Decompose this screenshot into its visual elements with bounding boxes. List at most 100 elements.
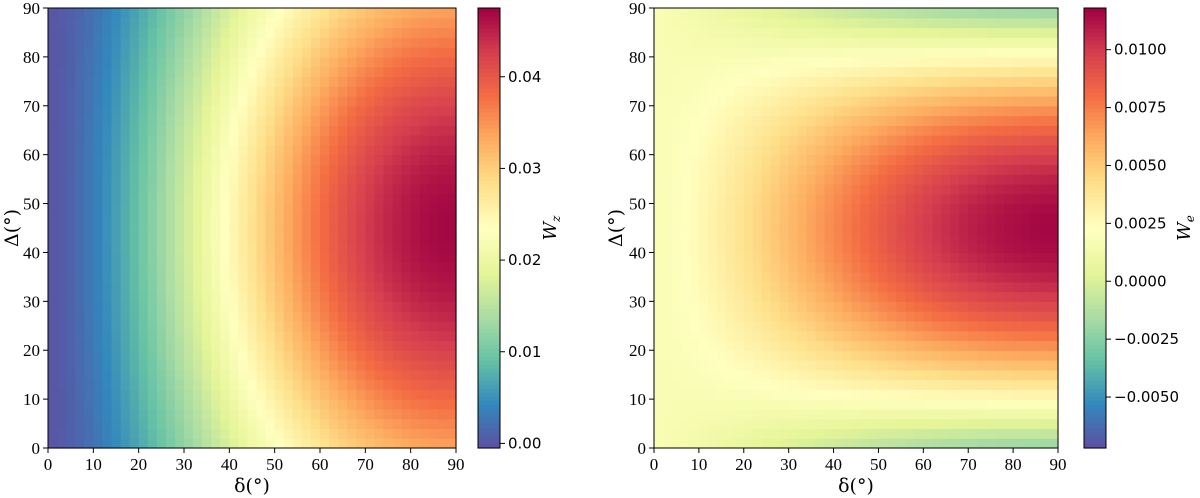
heatmap-cell: [229, 135, 239, 146]
heatmap-cell: [184, 135, 194, 146]
heatmap-cell: [102, 252, 113, 263]
heatmap-cell: [419, 428, 430, 439]
heatmap-cell: [1004, 144, 1014, 156]
heatmap-cell: [274, 125, 285, 136]
heatmap-cell: [698, 184, 709, 195]
heatmap-cell: [941, 135, 951, 146]
heatmap-cell: [147, 379, 158, 390]
heatmap-cell: [869, 37, 880, 48]
heatmap-cell: [851, 105, 862, 117]
colorbar-segment: [478, 200, 500, 205]
heatmap-cell: [383, 311, 394, 322]
heatmap-cell: [165, 272, 176, 283]
heatmap-cell: [419, 27, 430, 38]
heatmap-cell: [347, 379, 357, 390]
heatmap-cell: [788, 105, 799, 117]
colorbar-segment: [1084, 48, 1106, 53]
heatmap-cell: [878, 389, 889, 400]
heatmap-cell: [806, 174, 817, 185]
heatmap-cell: [860, 438, 871, 449]
heatmap-cell: [743, 291, 754, 302]
heatmap-cell: [310, 47, 321, 58]
heatmap-cell: [292, 311, 303, 322]
heatmap-cell: [66, 252, 76, 263]
heatmap-cell: [147, 223, 158, 234]
heatmap-cell: [301, 8, 312, 19]
heatmap-cell: [265, 272, 276, 283]
heatmap-cell: [48, 399, 58, 410]
heatmap-cell: [147, 66, 158, 78]
heatmap-cell: [446, 213, 457, 224]
heatmap-cell: [211, 408, 221, 420]
heatmap-cell: [211, 360, 221, 371]
heatmap-cell: [347, 86, 357, 97]
heatmap-cell: [689, 115, 700, 126]
colorbar-segment: [1084, 164, 1106, 169]
heatmap-cell: [770, 291, 781, 302]
colorbar-segment: [478, 12, 500, 17]
heatmap-cell: [905, 56, 915, 68]
heatmap-cell: [654, 330, 664, 342]
heatmap-cell: [689, 213, 700, 224]
heatmap-cell: [75, 56, 85, 68]
colorbar-segment: [1084, 192, 1106, 197]
heatmap-cell: [995, 272, 1005, 283]
heatmap-cell: [129, 47, 140, 58]
heatmap-cell: [824, 27, 835, 38]
heatmap-cell: [419, 193, 430, 205]
heatmap-cell: [247, 311, 258, 322]
heatmap-cell: [896, 223, 906, 234]
heatmap-cell: [229, 223, 239, 234]
heatmap-cell: [310, 115, 321, 126]
heatmap-cell: [446, 301, 457, 312]
heatmap-cell: [365, 262, 375, 273]
heatmap-cell: [84, 360, 94, 371]
heatmap-cell: [887, 408, 897, 420]
heatmap-cell: [887, 281, 897, 293]
heatmap-cell: [716, 115, 727, 126]
heatmap-cell: [229, 389, 239, 400]
heatmap-cell: [320, 125, 330, 136]
heatmap-cell: [914, 350, 924, 361]
heatmap-cell: [851, 27, 862, 38]
heatmap-cell: [156, 379, 167, 390]
heatmap-cell: [716, 301, 727, 312]
heatmap-cell: [1022, 281, 1032, 293]
heatmap-cell: [347, 47, 357, 58]
heatmap-cell: [120, 408, 131, 420]
heatmap-cell: [66, 379, 76, 390]
heatmap-cell: [238, 399, 249, 410]
heatmap-cell: [797, 262, 808, 273]
heatmap-cell: [247, 144, 258, 156]
heatmap-cell: [1004, 213, 1014, 224]
heatmap-cell: [689, 135, 700, 146]
heatmap-cell: [184, 203, 194, 214]
heatmap-cell: [57, 320, 67, 332]
heatmap-cell: [174, 369, 185, 381]
heatmap-cell: [338, 340, 348, 351]
heatmap-cell: [147, 56, 158, 68]
heatmap-cell: [147, 350, 158, 361]
heatmap-cell: [752, 223, 763, 234]
heatmap-cell: [977, 76, 987, 87]
heatmap-cell: [1040, 291, 1050, 302]
heatmap-cell: [48, 389, 58, 400]
heatmap-cell: [986, 291, 996, 302]
heatmap-cell: [914, 428, 924, 439]
heatmap-cell: [995, 262, 1005, 273]
heatmap-cell: [283, 262, 294, 273]
heatmap-cell: [707, 66, 718, 78]
heatmap-cell: [869, 281, 880, 293]
heatmap-cell: [320, 223, 330, 234]
heatmap-cell: [301, 232, 312, 244]
heatmap-cell: [410, 311, 421, 322]
heatmap-cell: [1013, 27, 1023, 38]
heatmap-cell: [1013, 291, 1023, 302]
heatmap-cell: [878, 27, 889, 38]
heatmap-cell: [662, 47, 673, 58]
heatmap-cell: [301, 369, 312, 381]
heatmap-cell: [392, 8, 403, 19]
heatmap-cell: [860, 320, 871, 332]
heatmap-cell: [265, 408, 276, 420]
heatmap-cell: [806, 223, 817, 234]
